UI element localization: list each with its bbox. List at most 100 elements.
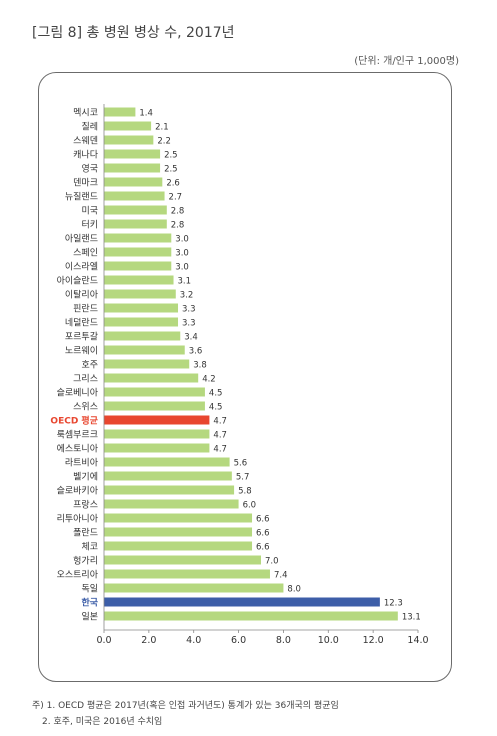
category-label: 노르웨이 xyxy=(65,345,98,357)
bar xyxy=(104,485,235,495)
bar xyxy=(104,597,380,607)
value-label: 6.0 xyxy=(243,501,257,511)
bar xyxy=(104,135,154,145)
bar xyxy=(104,205,167,215)
bar xyxy=(104,163,161,173)
category-label: 네덜란드 xyxy=(65,317,98,329)
category-label: 라트비아 xyxy=(65,458,99,469)
value-label: 5.6 xyxy=(234,459,248,469)
category-label: 스페인 xyxy=(73,248,98,259)
bar xyxy=(104,359,190,369)
chart-frame xyxy=(38,72,452,682)
footnote-2: 2. 호주, 미국은 2016년 수치임 xyxy=(42,717,163,727)
category-label: 이스라엘 xyxy=(65,262,98,273)
bar xyxy=(104,275,174,285)
x-tick-label: 6.0 xyxy=(231,635,246,646)
value-label: 3.1 xyxy=(178,277,192,287)
value-label: 4.5 xyxy=(209,403,223,413)
category-label: 폴란드 xyxy=(73,527,98,539)
category-label: 슬로베니아 xyxy=(57,388,99,399)
bar xyxy=(104,177,163,187)
value-label: 7.0 xyxy=(265,557,279,567)
category-label: 멕시코 xyxy=(73,108,98,119)
x-tick-label: 10.0 xyxy=(318,635,339,646)
category-label: 덴마크 xyxy=(73,178,98,189)
bar xyxy=(104,429,210,439)
bar xyxy=(104,499,239,509)
value-label: 8.0 xyxy=(287,585,301,595)
bar xyxy=(104,191,165,201)
category-label: 체코 xyxy=(81,542,98,553)
bar xyxy=(104,415,210,425)
chart-title: [그림 8] 총 병원 병상 수, 2017년 xyxy=(32,25,235,41)
x-tick-label: 8.0 xyxy=(276,635,291,646)
bar xyxy=(104,513,253,523)
value-label: 3.0 xyxy=(175,263,189,273)
bar xyxy=(104,555,261,565)
value-label: 3.0 xyxy=(175,249,189,259)
category-label: OECD 평균 xyxy=(50,415,98,427)
category-label: 스위스 xyxy=(73,402,98,413)
bar xyxy=(104,611,398,621)
value-label: 2.8 xyxy=(171,207,185,217)
value-label: 1.4 xyxy=(139,109,153,119)
category-label: 에스토니아 xyxy=(57,444,99,455)
value-label: 2.7 xyxy=(169,193,183,203)
bar xyxy=(104,219,167,229)
bar xyxy=(104,443,210,453)
value-label: 2.8 xyxy=(171,221,185,231)
category-label: 핀란드 xyxy=(73,303,98,315)
bar xyxy=(104,289,176,299)
x-tick-label: 14.0 xyxy=(407,635,428,646)
category-label: 아이슬란드 xyxy=(57,275,98,287)
value-label: 6.6 xyxy=(256,515,270,525)
bar xyxy=(104,401,205,411)
bar xyxy=(104,527,253,537)
unit-label: (단위: 개/인구 1,000명) xyxy=(354,56,459,67)
value-label: 5.8 xyxy=(238,487,252,497)
category-label: 벨기에 xyxy=(73,472,98,483)
bar xyxy=(104,387,205,397)
category-label: 한국 xyxy=(81,597,98,609)
category-label: 터키 xyxy=(81,220,98,231)
x-tick-label: 2.0 xyxy=(141,635,156,646)
category-label: 미국 xyxy=(81,206,98,217)
value-label: 5.7 xyxy=(236,473,250,483)
category-label: 이탈리아 xyxy=(65,290,99,301)
category-label: 헝가리 xyxy=(73,556,98,567)
category-label: 룩셈부르크 xyxy=(57,430,98,441)
bar xyxy=(104,583,284,593)
bar xyxy=(104,373,199,383)
x-tick-label: 4.0 xyxy=(186,635,201,646)
bar xyxy=(104,331,181,341)
value-label: 3.6 xyxy=(189,347,203,357)
category-label: 뉴질랜드 xyxy=(65,191,98,203)
x-tick-label: 12.0 xyxy=(363,635,384,646)
category-label: 리투아니아 xyxy=(57,514,99,525)
category-label: 슬로바키아 xyxy=(57,486,99,497)
bar xyxy=(104,107,136,117)
value-label: 2.6 xyxy=(166,179,180,189)
bar xyxy=(104,121,152,131)
category-label: 일본 xyxy=(81,612,98,623)
value-label: 4.5 xyxy=(209,389,223,399)
bar xyxy=(104,541,253,551)
bar xyxy=(104,303,179,313)
bar xyxy=(104,149,161,159)
category-label: 스웨덴 xyxy=(73,135,98,147)
bar xyxy=(104,457,230,467)
value-label: 13.1 xyxy=(402,613,421,623)
category-label: 프랑스 xyxy=(73,499,98,511)
value-label: 6.6 xyxy=(256,529,270,539)
footnote-1: 주) 1. OECD 평균은 2017년(혹은 인접 과거년도) 통계가 있는 … xyxy=(32,701,339,711)
bar xyxy=(104,345,185,355)
value-label: 3.3 xyxy=(182,319,196,329)
category-label: 아일랜드 xyxy=(65,234,98,245)
bar xyxy=(104,569,270,579)
category-label: 캐나다 xyxy=(73,150,99,161)
value-label: 6.6 xyxy=(256,543,270,553)
value-label: 3.4 xyxy=(184,333,198,343)
value-label: 4.7 xyxy=(213,445,227,455)
value-label: 2.5 xyxy=(164,151,178,161)
value-label: 12.3 xyxy=(384,599,403,609)
